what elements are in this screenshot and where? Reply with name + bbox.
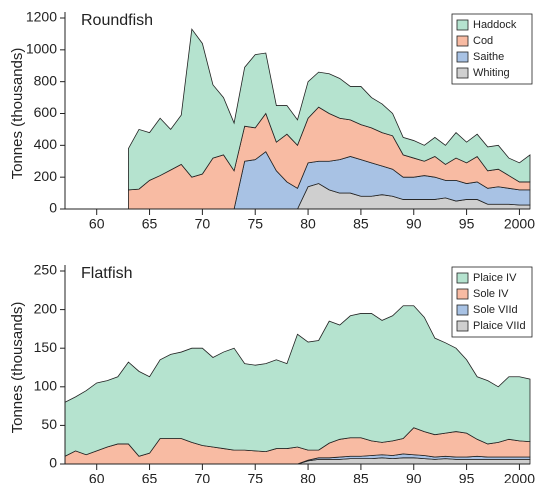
legend-label: Cod — [473, 35, 493, 47]
y-tick-label: 1200 — [26, 9, 57, 25]
legend-label: Sole VIId — [473, 304, 518, 316]
y-tick-label: 200 — [34, 300, 58, 316]
y-tick-label: 0 — [49, 455, 57, 471]
x-tick-label: 60 — [89, 471, 105, 483]
legend-label: Saithe — [473, 51, 504, 63]
x-tick-label: 85 — [353, 471, 369, 483]
x-tick-label: 65 — [142, 471, 158, 483]
x-tick-label: 90 — [406, 471, 422, 483]
legend-label: Sole IV — [473, 288, 509, 300]
legend-swatch — [456, 272, 469, 284]
x-tick-label: 80 — [300, 471, 316, 483]
x-tick-label: 95 — [459, 471, 475, 483]
legend-swatch — [456, 51, 469, 63]
y-tick-label: 600 — [34, 104, 58, 120]
chart-title: Roundfish — [81, 12, 153, 29]
y-tick-label: 50 — [41, 416, 57, 432]
legend-label: Whiting — [473, 67, 510, 79]
x-tick-label: 70 — [195, 216, 211, 232]
x-tick-label: 85 — [353, 216, 369, 232]
legend-swatch — [456, 288, 469, 300]
x-tick-label: 70 — [195, 471, 211, 483]
y-tick-label: 200 — [34, 168, 58, 184]
y-tick-label: 0 — [49, 200, 57, 216]
x-tick-label: 2000 — [504, 471, 535, 483]
y-tick-label: 400 — [34, 136, 58, 152]
y-tick-label: 100 — [34, 378, 58, 394]
area — [64, 305, 531, 457]
x-tick-label: 90 — [406, 216, 422, 232]
x-tick-label: 80 — [300, 216, 316, 232]
x-tick-label: 75 — [247, 471, 263, 483]
legend-swatch — [456, 304, 469, 316]
x-tick-label: 75 — [247, 216, 263, 232]
legend-label: Plaice VIId — [473, 320, 526, 332]
y-tick-label: 1000 — [26, 41, 57, 57]
y-axis-label: Tonnes (thousands) — [9, 302, 26, 434]
legend-swatch — [456, 320, 469, 332]
y-axis-label: Tonnes (thousands) — [9, 48, 26, 180]
x-tick-label: 60 — [89, 216, 105, 232]
legend-label: Haddock — [473, 19, 517, 31]
area — [128, 28, 531, 191]
y-tick-label: 800 — [34, 72, 58, 88]
x-tick-label: 65 — [142, 216, 158, 232]
legend-swatch — [456, 19, 469, 31]
y-tick-label: 150 — [34, 339, 58, 355]
y-tick-label: 250 — [34, 262, 58, 278]
x-tick-label: 2000 — [504, 216, 535, 232]
x-tick-label: 95 — [459, 216, 475, 232]
legend-swatch — [456, 35, 469, 47]
legend-swatch — [456, 67, 469, 79]
legend-label: Plaice IV — [473, 272, 517, 284]
chart-title: Flatfish — [81, 265, 133, 282]
